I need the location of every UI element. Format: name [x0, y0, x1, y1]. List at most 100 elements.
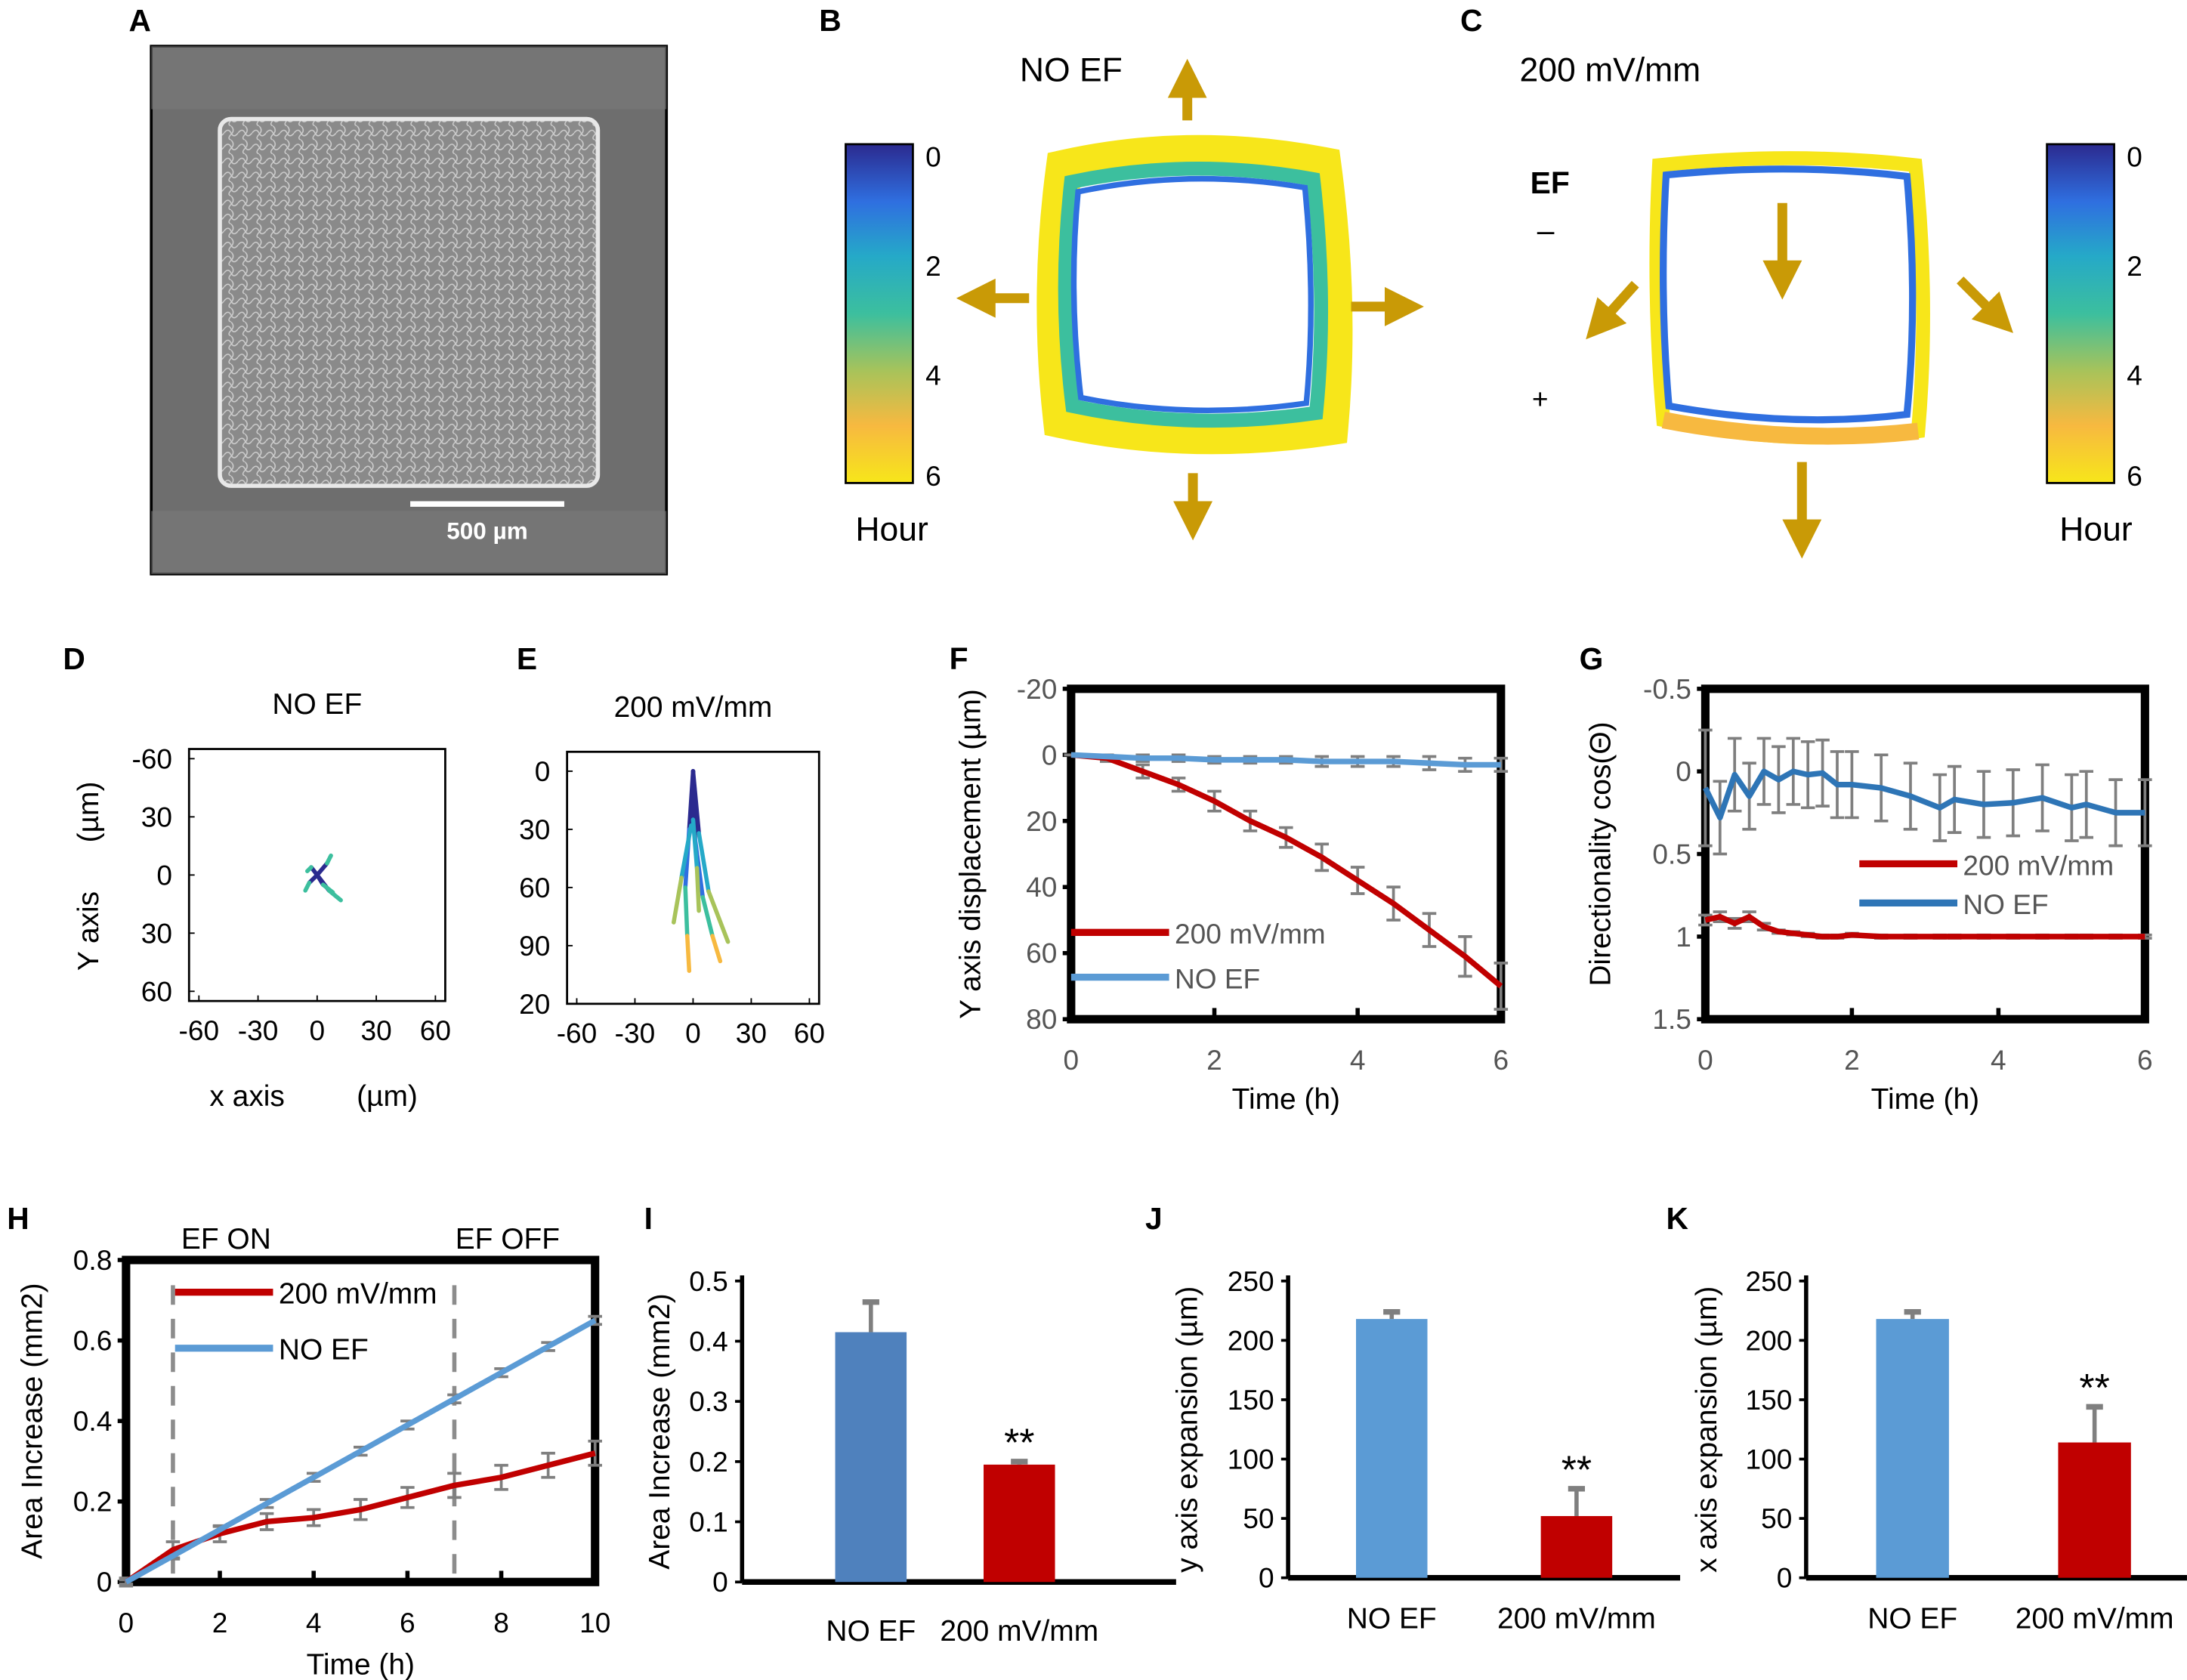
trajectory-segment: [710, 934, 723, 964]
chart-i: 0 0.1 0.2 0.3 0.4 0.5 NO EF ** 200 mV/mm Area Inc…: [644, 1265, 1176, 1648]
y-tick-label: 100: [1746, 1444, 1793, 1475]
y-tick-label: -20: [1017, 673, 1058, 705]
ef-plus-label: +: [1532, 383, 1549, 415]
category-label: NO EF: [826, 1615, 916, 1648]
y-tick-label: 0.2: [689, 1446, 728, 1478]
y-tick-label: 0.8: [73, 1244, 113, 1276]
ef-label: EF: [1531, 165, 1570, 200]
panel-b-title: NO EF: [1020, 51, 1123, 88]
x-tick-label: -30: [238, 1014, 279, 1046]
trajectory-segment: [684, 934, 692, 973]
significance-marker: **: [1004, 1420, 1034, 1464]
plot-frame: [1067, 684, 1506, 1024]
panel-label-e: E: [517, 641, 537, 676]
x-axis-unit: (µm): [357, 1080, 418, 1113]
y-tick-label: 0: [535, 755, 551, 787]
x-tick-label: 6: [400, 1607, 415, 1638]
x-tick-label: -60: [557, 1018, 598, 1049]
y-tick-label: 0: [712, 1566, 728, 1598]
y-tick-label: 0.5: [1652, 838, 1691, 870]
colorbar-tick: 2: [2127, 250, 2142, 282]
y-tick-label: 0.2: [73, 1486, 113, 1518]
micrograph-panel-a: 500 µm: [150, 45, 669, 576]
y-tick-label: 60: [1026, 937, 1057, 969]
colorbar-tick: 4: [2127, 360, 2142, 391]
x-tick-label: 0: [310, 1014, 326, 1046]
trajectory-segment: [697, 831, 711, 894]
colorbar-tick: 6: [925, 460, 941, 492]
series-line-no-ef: [1703, 768, 2145, 821]
colorbar-tick: 0: [925, 141, 941, 173]
x-tick-label: 4: [1350, 1044, 1366, 1076]
x-tick-label: 2: [1206, 1044, 1222, 1076]
panel-label-j: J: [1145, 1201, 1163, 1236]
trajectory-segment: [694, 866, 701, 913]
x-tick-label: 0: [1064, 1044, 1080, 1076]
bar: [2058, 1442, 2131, 1578]
y-axis-label: Y axis: [73, 891, 105, 971]
y-tick-label: 0: [97, 1566, 113, 1598]
panel-label-g: G: [1580, 641, 1604, 676]
category-label: 200 mV/mm: [1497, 1602, 1656, 1635]
y-axis-unit: (µm): [73, 782, 105, 843]
trajectory-segment: [690, 817, 700, 870]
x-tick-label: -30: [615, 1018, 656, 1049]
y-tick-label: -60: [131, 743, 172, 774]
category-label: NO EF: [1867, 1602, 1957, 1635]
panel-label-a: A: [129, 3, 151, 38]
chart-h: 0 2 4 6 8 10 0 0.2 0.4 0.6 0.8 Time (h) Area Increas…: [17, 1223, 611, 1680]
colorbar-label: Hour: [855, 511, 928, 548]
y-tick-label: 40: [1026, 871, 1057, 903]
x-axis-label: x axis: [209, 1080, 284, 1113]
y-axis-label: Y axis displacement (µm): [954, 689, 987, 1019]
panel-label-c: C: [1460, 3, 1482, 38]
x-tick-label: 30: [360, 1014, 391, 1046]
y-tick-label: 50: [1243, 1502, 1274, 1534]
x-tick-label: 30: [736, 1018, 767, 1049]
y-tick-label: 20: [519, 988, 550, 1020]
arrow-icon: [956, 58, 1424, 541]
y-tick-label: 20: [1026, 805, 1057, 837]
trajectory-segment: [320, 882, 335, 895]
y-tick-label: 100: [1228, 1444, 1274, 1475]
colorbar-tick: 0: [2127, 141, 2142, 173]
y-tick-label: 60: [519, 872, 550, 903]
ef-marker-label: EF OFF: [456, 1223, 560, 1255]
ef-marker-label: EF ON: [181, 1223, 271, 1255]
chart-title: NO EF: [272, 688, 362, 721]
legend-label: 200 mV/mm: [1175, 918, 1326, 950]
expansion-outline-b: [1036, 134, 1353, 455]
x-axis-label: Time (h): [1232, 1083, 1340, 1116]
panel-label-f: F: [950, 641, 968, 676]
y-tick-label: 90: [519, 930, 550, 962]
y-tick-label: 0: [1777, 1562, 1793, 1594]
series-line-no-ef: [1070, 752, 1501, 768]
y-tick-label: 0.4: [689, 1325, 728, 1357]
y-tick-label: 60: [141, 975, 172, 1007]
colorbar-b: 0 2 4 6 Hour: [845, 141, 941, 548]
y-axis-label: y axis expansion (µm): [1172, 1286, 1204, 1573]
colorbar-tick: 2: [925, 250, 941, 282]
panel-label-b: B: [819, 3, 841, 38]
colorbar-tick: 6: [2127, 460, 2142, 492]
y-tick-label: 1.5: [1652, 1003, 1691, 1035]
x-tick-label: 0: [1697, 1044, 1713, 1076]
y-tick-label: 0.5: [689, 1265, 728, 1297]
trajectory-segment: [303, 880, 312, 893]
x-axis-label: Time (h): [307, 1649, 415, 1680]
significance-marker: **: [1561, 1447, 1592, 1491]
y-tick-label: 250: [1746, 1265, 1793, 1297]
y-tick-label: 0.3: [689, 1385, 728, 1417]
bar: [1356, 1319, 1428, 1578]
y-axis-label: x axis expansion (µm): [1691, 1286, 1723, 1573]
chart-k: 0 50 100 150 200 250 NO EF ** 200 mV/mm x axis ex…: [1691, 1265, 2187, 1635]
bar: [1540, 1515, 1613, 1578]
y-tick-label: 200: [1746, 1324, 1793, 1356]
legend-label: NO EF: [1963, 888, 2048, 920]
x-tick-label: 8: [493, 1607, 509, 1638]
legend-label: 200 mV/mm: [1963, 849, 2114, 881]
y-tick-label: 150: [1746, 1384, 1793, 1416]
x-tick-label: 6: [2137, 1044, 2153, 1076]
trajectory-segment: [706, 889, 731, 944]
